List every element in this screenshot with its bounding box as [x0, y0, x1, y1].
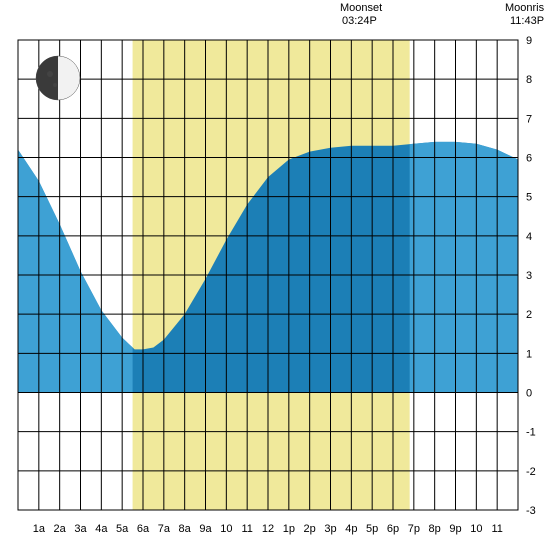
x-tick-label: 4a [95, 523, 108, 535]
x-tick-label: 8a [179, 523, 192, 535]
moonrise-label: Moonris [505, 2, 544, 14]
y-tick-label: 3 [526, 270, 532, 282]
x-tick-label: 11 [491, 523, 502, 535]
y-tick-label: 8 [526, 74, 532, 86]
x-tick-label: 2p [304, 523, 316, 535]
x-tick-label: 11 [241, 523, 252, 535]
x-tick-label: 5a [116, 523, 129, 535]
y-tick-label: 7 [526, 113, 532, 125]
x-tick-label: 6a [137, 523, 150, 535]
y-tick-label: 9 [526, 35, 532, 47]
x-tick-label: 3p [324, 523, 336, 535]
x-tick-label: 1a [33, 523, 46, 535]
x-tick-label: 8p [429, 523, 441, 535]
x-tick-label: 6p [387, 523, 399, 535]
x-tick-label: 9p [449, 523, 461, 535]
x-tick-label: 10 [470, 523, 482, 535]
y-tick-label: 0 [526, 388, 532, 400]
y-tick-label: -3 [526, 505, 536, 517]
moonset-label: Moonset [340, 2, 382, 14]
x-tick-label: 4p [345, 523, 357, 535]
y-tick-label: -2 [526, 466, 536, 478]
x-tick-label: 9a [199, 523, 212, 535]
x-tick-label: 12 [262, 523, 274, 535]
y-tick-label: 2 [526, 309, 532, 321]
x-tick-label: 1p [283, 523, 295, 535]
x-tick-label: 10 [220, 523, 232, 535]
y-tick-label: 4 [526, 231, 532, 243]
x-tick-label: 7a [158, 523, 171, 535]
y-tick-label: -1 [526, 427, 536, 439]
x-tick-label: 7p [408, 523, 420, 535]
y-tick-label: 6 [526, 153, 532, 165]
tide-chart: -3-2-101234567891a2a3a4a5a6a7a8a9a101112… [0, 0, 550, 550]
y-tick-label: 1 [526, 348, 532, 360]
moonset-time: 03:24P [342, 15, 377, 27]
x-tick-label: 5p [366, 523, 378, 535]
y-tick-label: 5 [526, 192, 532, 204]
x-tick-label: 2a [54, 523, 67, 535]
x-tick-label: 3a [74, 523, 87, 535]
moonrise-time: 11:43P [510, 15, 544, 27]
moon-phase-icon [36, 56, 80, 100]
